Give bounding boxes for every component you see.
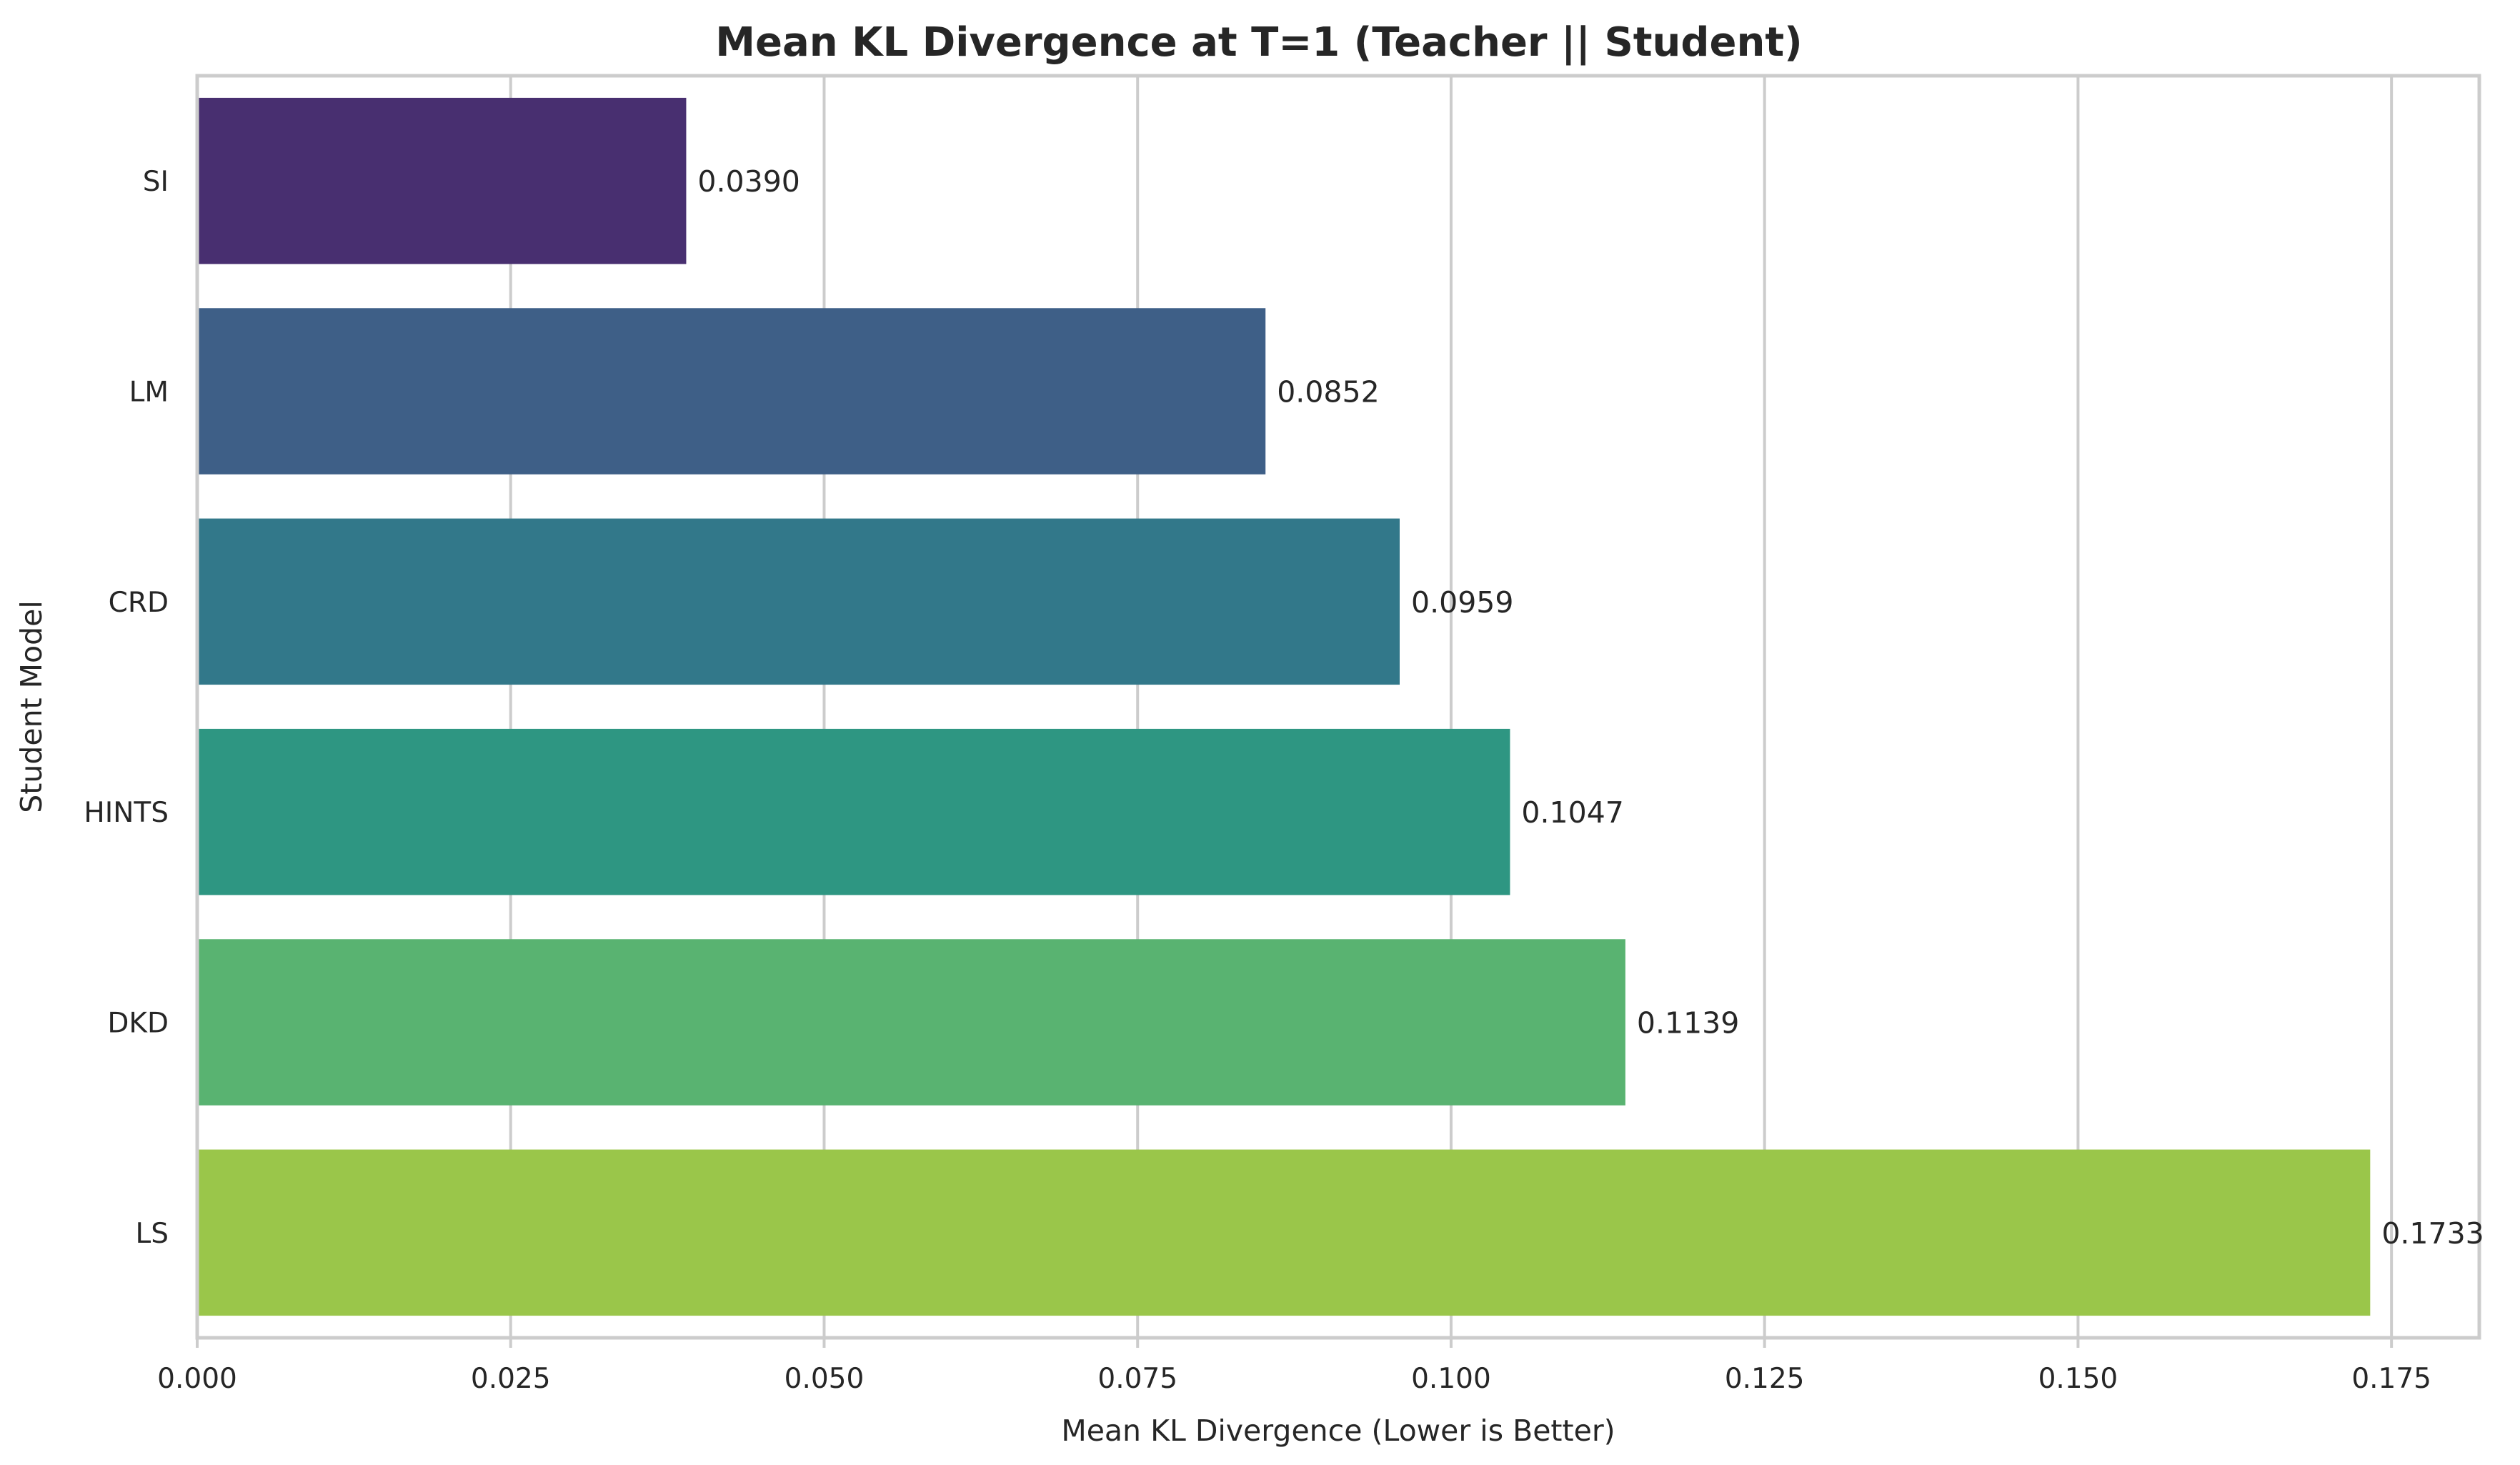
- bar-si: [197, 97, 687, 264]
- bar-crd: [197, 518, 1400, 685]
- y-tick-label: DKD: [107, 1008, 169, 1040]
- y-axis-label: Student Model: [14, 600, 49, 813]
- x-tick-label: 0.150: [2038, 1363, 2118, 1395]
- plot-frame: [195, 74, 2481, 1340]
- y-tick-label: CRD: [109, 587, 169, 619]
- y-tick-label: HINTS: [84, 797, 169, 829]
- data-label-lm: 0.0852: [1277, 375, 1379, 409]
- bar-ls: [197, 1149, 2371, 1316]
- y-tick-label: LS: [136, 1218, 169, 1250]
- y-tick-label: LM: [129, 377, 169, 409]
- data-label-si: 0.0390: [697, 164, 800, 199]
- data-labels: 0.0390 0.0852 0.0959 0.1047 0.1139 0.1733: [697, 164, 2484, 1251]
- x-tick-label: 0.175: [2351, 1363, 2431, 1395]
- x-tick-label: 0.075: [1097, 1363, 1177, 1395]
- bar-lm: [197, 308, 1266, 475]
- bars-group: [197, 97, 2371, 1316]
- chart-title: Mean KL Divergence at T=1 (Teacher || St…: [715, 19, 1802, 66]
- gridlines: [509, 76, 2394, 1338]
- x-tick-label: 0.000: [157, 1363, 237, 1395]
- data-label-dkd: 0.1139: [1637, 1006, 1739, 1041]
- data-label-crd: 0.0959: [1411, 585, 1513, 620]
- data-label-ls: 0.1733: [2381, 1216, 2484, 1251]
- x-axis-label: Mean KL Divergence (Lower is Better): [1061, 1414, 1615, 1448]
- x-tick-label: 0.025: [471, 1363, 551, 1395]
- x-tick-label: 0.050: [785, 1363, 865, 1395]
- x-tick-label: 0.100: [1411, 1363, 1491, 1395]
- data-label-hints: 0.1047: [1521, 795, 1623, 830]
- y-axis-ticks: SI LM CRD HINTS DKD LS: [84, 166, 169, 1250]
- x-axis-ticks: 0.000 0.025 0.050 0.075 0.100 0.125 0.150 0.175: [157, 1338, 2431, 1395]
- bar-dkd: [197, 939, 1625, 1106]
- y-tick-label: SI: [143, 166, 169, 198]
- bar-hints: [197, 728, 1510, 895]
- x-tick-label: 0.125: [1725, 1363, 1805, 1395]
